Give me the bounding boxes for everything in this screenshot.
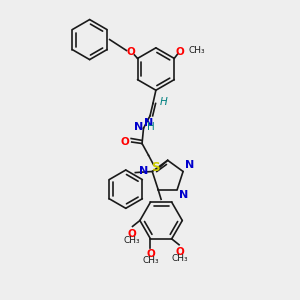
Text: O: O [176,247,184,257]
Text: O: O [127,47,135,57]
Text: N: N [140,167,149,176]
Text: N: N [144,118,153,128]
Text: H: H [159,97,167,107]
Text: N: N [134,122,143,132]
Text: S: S [151,160,159,174]
Text: CH₃: CH₃ [172,254,188,262]
Text: CH₃: CH₃ [142,256,159,265]
Text: O: O [175,47,184,57]
Text: O: O [128,230,136,239]
Text: O: O [146,249,155,259]
Text: CH₃: CH₃ [188,46,205,55]
Text: O: O [120,137,129,147]
Text: H: H [147,122,155,132]
Text: CH₃: CH₃ [124,236,140,245]
Text: N: N [184,160,194,170]
Text: N: N [179,190,188,200]
